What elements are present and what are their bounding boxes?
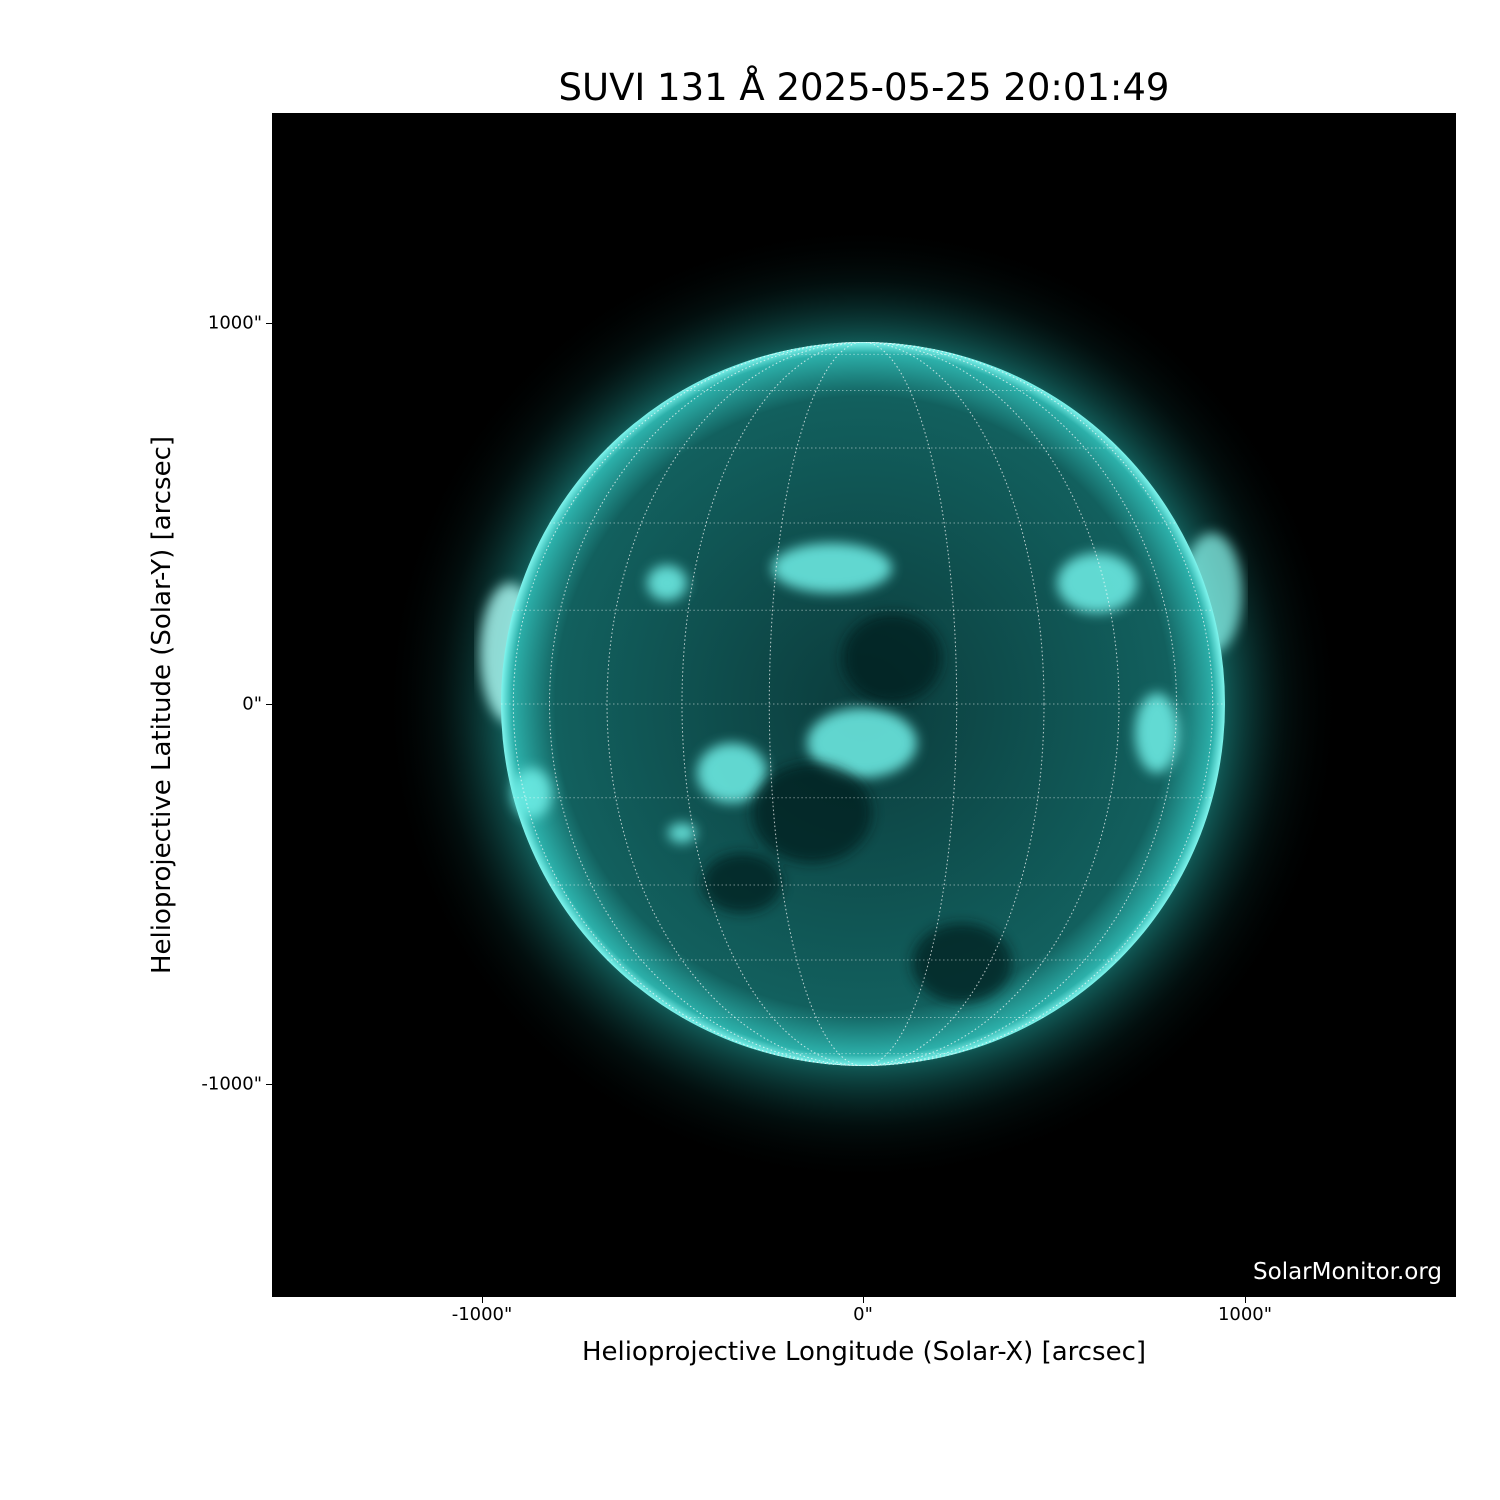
heliographic-grid [501, 342, 1225, 1066]
longitude-line [681, 342, 1045, 1066]
y-axis-label: Helioprojective Latitude (Solar-Y) [arcs… [147, 435, 177, 975]
y-tickmark [266, 323, 272, 324]
solar-disk [501, 342, 1225, 1066]
y-tick-label: 0" [242, 693, 262, 715]
y-tick-label: -1000" [201, 1073, 262, 1095]
longitude-line [768, 342, 958, 1066]
longitude-line [512, 342, 1214, 1066]
x-tick-label: 0" [853, 1304, 873, 1325]
longitude-line [512, 342, 1214, 1066]
longitude-line [548, 342, 1178, 1066]
active-regions [512, 543, 1179, 843]
x-tickmark [863, 1297, 864, 1303]
x-axis-label: Helioprojective Longitude (Solar-X) [arc… [581, 1337, 1147, 1367]
longitude-line [768, 342, 958, 1066]
solar-image-axes: SolarMonitor.org [272, 113, 1456, 1297]
y-tickmark [266, 1084, 272, 1085]
longitude-line [606, 342, 1120, 1066]
sun-image [383, 224, 1343, 1184]
longitude-line [681, 342, 1045, 1066]
x-tick-label: -1000" [451, 1304, 513, 1325]
coronal-holes [702, 613, 1012, 1003]
x-tickmark [1245, 1297, 1246, 1303]
longitude-line [548, 342, 1178, 1066]
y-tick-label: 1000" [207, 312, 262, 334]
figure-title: SUVI 131 Å 2025-05-25 20:01:49 [558, 66, 1170, 109]
watermark: SolarMonitor.org [1253, 1259, 1442, 1285]
y-tickmark [266, 704, 272, 705]
x-tick-label: 1000" [1217, 1304, 1273, 1325]
x-tickmark [482, 1297, 483, 1303]
longitude-line [606, 342, 1120, 1066]
